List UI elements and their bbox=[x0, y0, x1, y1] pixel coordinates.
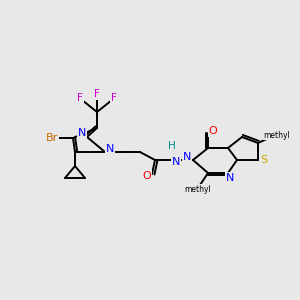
Text: S: S bbox=[260, 155, 268, 165]
Text: N: N bbox=[226, 173, 234, 183]
Text: methyl: methyl bbox=[264, 130, 290, 140]
Text: N: N bbox=[183, 152, 191, 162]
Text: N: N bbox=[78, 128, 86, 138]
Text: Br: Br bbox=[46, 133, 58, 143]
Text: O: O bbox=[208, 126, 217, 136]
Text: H: H bbox=[168, 141, 176, 151]
Text: N: N bbox=[172, 157, 180, 167]
Text: F: F bbox=[111, 93, 117, 103]
Text: O: O bbox=[142, 171, 152, 181]
Text: F: F bbox=[77, 93, 83, 103]
Text: F: F bbox=[94, 89, 100, 99]
Text: methyl: methyl bbox=[184, 184, 212, 194]
Text: N: N bbox=[106, 144, 114, 154]
